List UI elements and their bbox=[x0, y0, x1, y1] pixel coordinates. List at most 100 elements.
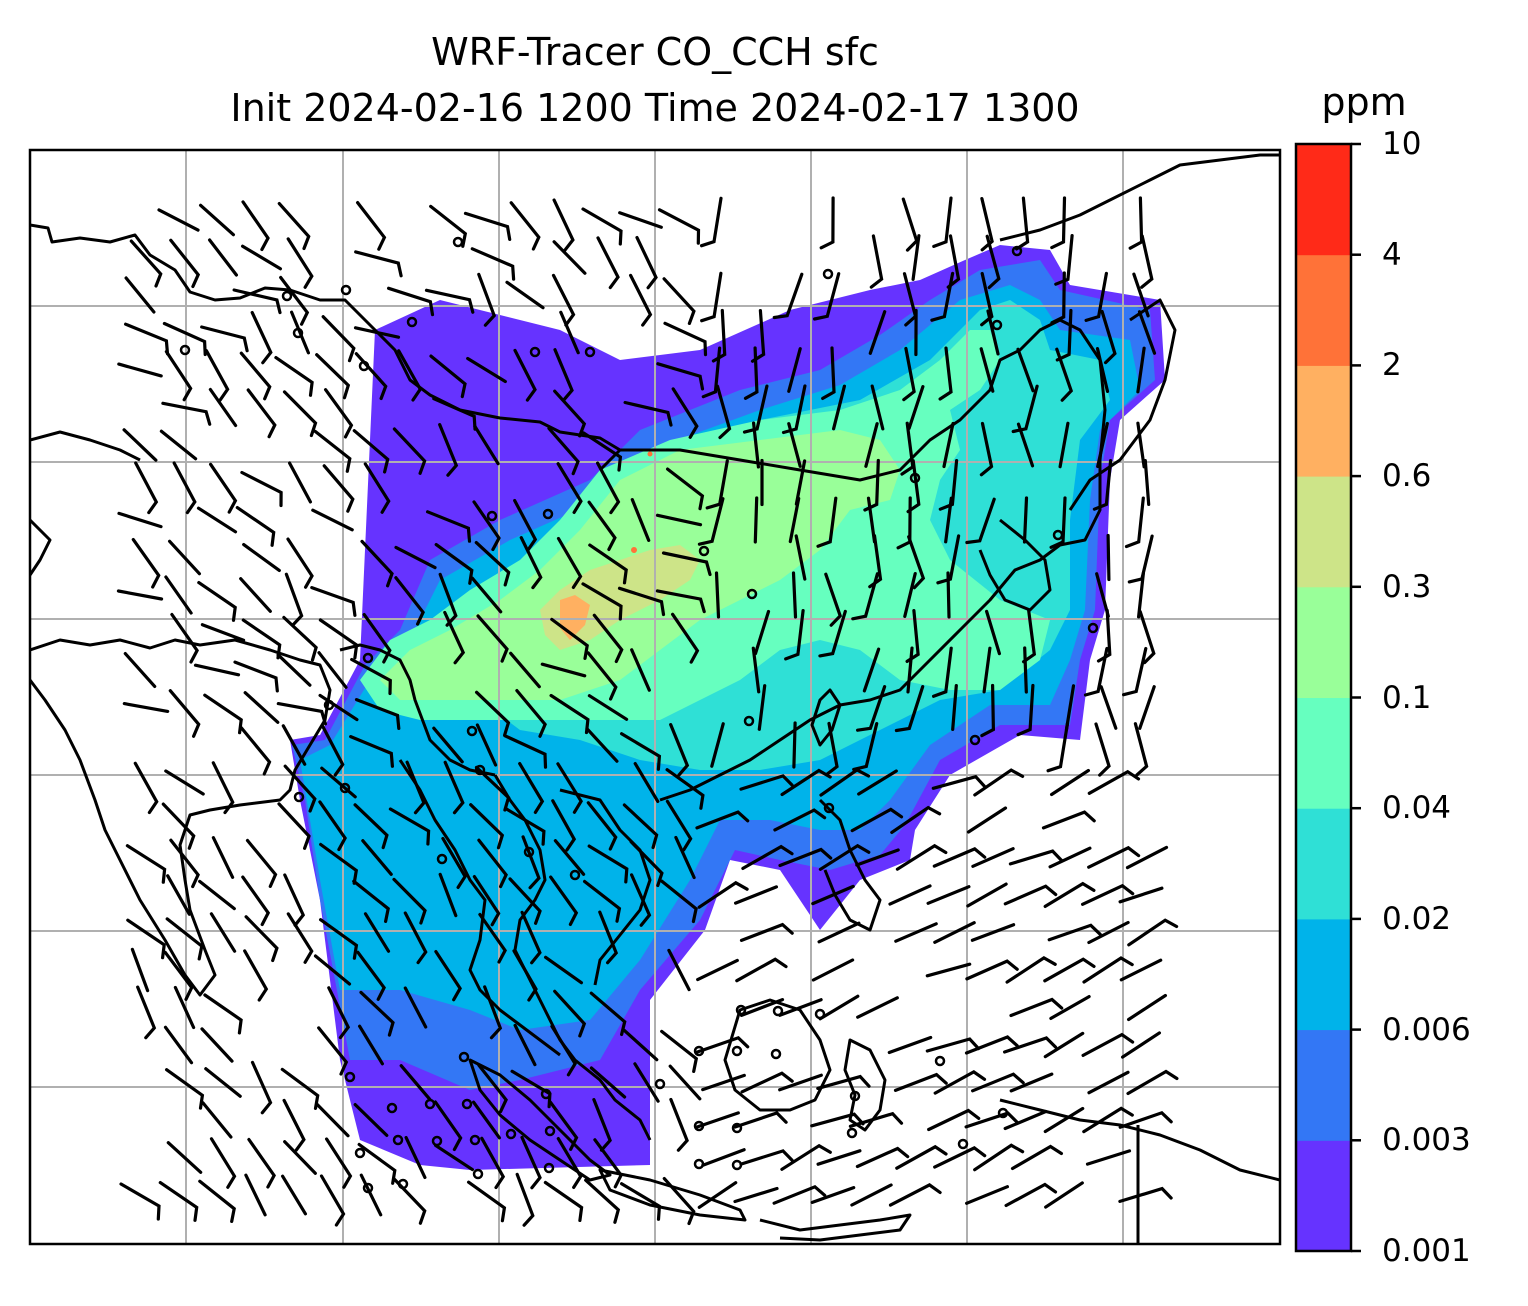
wind-barb bbox=[869, 234, 884, 289]
wind-barb bbox=[1087, 769, 1141, 795]
wind-barb bbox=[317, 651, 348, 689]
coastline-lesser-sunda bbox=[759, 1213, 912, 1242]
wind-barb bbox=[1100, 309, 1117, 365]
wind-barb bbox=[322, 464, 355, 513]
wind-barb bbox=[283, 873, 306, 927]
wind-barb bbox=[434, 950, 462, 1002]
wind-barb bbox=[477, 1063, 508, 1114]
wind-barb bbox=[434, 1143, 474, 1172]
wind-barb bbox=[816, 496, 838, 548]
wind-barb bbox=[1023, 646, 1028, 694]
wind-barb bbox=[324, 388, 354, 439]
colorbar-tick-label: 10 bbox=[1382, 126, 1422, 162]
wind-barb bbox=[134, 461, 159, 515]
wind-barb bbox=[1048, 846, 1092, 869]
wind-barb bbox=[472, 875, 501, 927]
wind-barb bbox=[283, 1140, 317, 1175]
field-level-2 bbox=[631, 547, 637, 553]
wind-barb bbox=[971, 847, 1015, 868]
wind-barb bbox=[250, 1060, 273, 1115]
colorbar-tick-label: 0.003 bbox=[1382, 1122, 1471, 1159]
wind-barb bbox=[1106, 533, 1111, 582]
wind-barb bbox=[630, 873, 652, 927]
wind-barb bbox=[656, 362, 705, 391]
wind-barb bbox=[405, 760, 426, 815]
wind-barb bbox=[1083, 646, 1109, 697]
wind-barb bbox=[203, 993, 243, 1035]
colorbar-tick-marks bbox=[1351, 142, 1361, 1253]
wind-barb bbox=[890, 805, 942, 834]
wind-barb bbox=[701, 346, 722, 399]
wind-barb bbox=[475, 723, 498, 767]
wind-barb bbox=[818, 994, 860, 1021]
wind-barb bbox=[778, 1073, 823, 1092]
wind-barb bbox=[781, 384, 807, 435]
wind-barb bbox=[310, 586, 357, 617]
wind-barb bbox=[246, 388, 277, 439]
wind-barb bbox=[197, 581, 237, 622]
wind-barb bbox=[951, 684, 958, 731]
wind-barb bbox=[165, 917, 204, 961]
wind-barb bbox=[888, 884, 932, 906]
wind-barb bbox=[655, 513, 703, 527]
wind-barb bbox=[126, 918, 166, 960]
wind-barb bbox=[1043, 1106, 1085, 1134]
wind-barb bbox=[1050, 271, 1066, 325]
wind-barb bbox=[780, 1143, 832, 1171]
wind-barb bbox=[669, 723, 690, 777]
wind-barb bbox=[965, 497, 996, 545]
wind-barb bbox=[671, 612, 700, 664]
wind-barb bbox=[1049, 496, 1067, 549]
wind-barb bbox=[1095, 347, 1110, 393]
wind-barb bbox=[1016, 347, 1035, 393]
wind-barb bbox=[201, 1101, 233, 1139]
wind-barb bbox=[1119, 958, 1163, 982]
wind-barb bbox=[753, 609, 771, 656]
wind-barb bbox=[581, 207, 623, 246]
wind-barb bbox=[204, 349, 230, 402]
wind-barb bbox=[850, 1183, 893, 1207]
wind-barb bbox=[617, 586, 666, 617]
wind-barb bbox=[283, 764, 317, 813]
wind-barb bbox=[209, 1137, 237, 1189]
wind-barb bbox=[906, 646, 914, 694]
wind-barb bbox=[1137, 571, 1145, 619]
wind-barb bbox=[1118, 1110, 1173, 1129]
wind-barb bbox=[1127, 993, 1167, 1022]
wind-barb bbox=[508, 877, 542, 925]
wind-barb bbox=[204, 1067, 242, 1098]
wind-barb bbox=[818, 843, 871, 871]
wind-barb bbox=[630, 498, 651, 542]
wind-barb bbox=[117, 362, 163, 378]
wind-barb bbox=[513, 348, 537, 402]
wind-barb bbox=[1058, 421, 1070, 469]
wind-barb bbox=[122, 702, 170, 713]
wind-barb bbox=[279, 275, 310, 326]
wind-barb bbox=[662, 277, 696, 325]
wind-barb bbox=[587, 500, 617, 551]
wind-barb bbox=[429, 204, 468, 248]
wind-barb bbox=[353, 1103, 389, 1137]
wind-barb bbox=[209, 462, 238, 514]
wind-barb bbox=[117, 511, 163, 529]
tracer-concentration-field bbox=[290, 245, 1165, 1170]
wind-barb bbox=[288, 461, 312, 504]
wind-barb bbox=[1043, 1031, 1085, 1059]
wind-barb bbox=[477, 272, 497, 327]
wind-barb bbox=[162, 321, 207, 357]
wind-barb bbox=[325, 1137, 353, 1189]
wind-barb bbox=[318, 800, 347, 852]
coastline-sumatra bbox=[468, 1058, 612, 1182]
wind-barb bbox=[1016, 422, 1035, 468]
wind-barb bbox=[971, 1072, 1025, 1093]
wind-barb bbox=[164, 769, 205, 796]
colorbar-tick-label: 0.1 bbox=[1382, 679, 1432, 716]
wind-barb bbox=[157, 208, 200, 232]
wind-barb bbox=[931, 774, 987, 790]
wind-barb bbox=[868, 310, 887, 355]
wind-barb bbox=[772, 272, 804, 320]
wind-barb bbox=[475, 690, 511, 737]
wind-barb bbox=[286, 912, 314, 964]
wind-barb bbox=[274, 356, 314, 397]
coastline-russia-east bbox=[999, 153, 1280, 242]
